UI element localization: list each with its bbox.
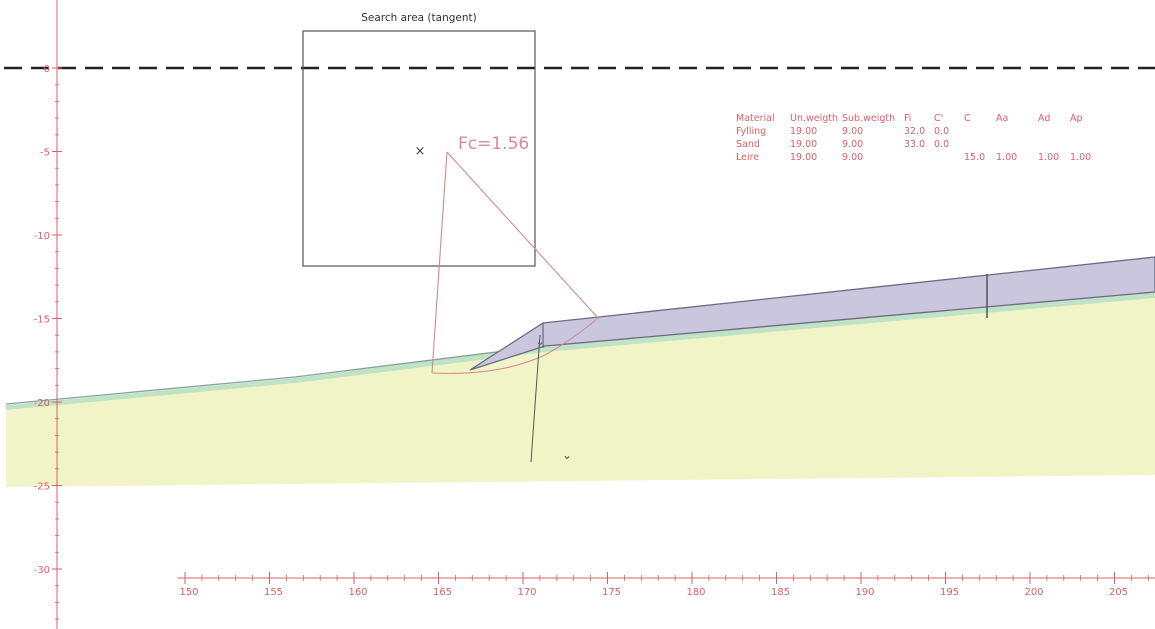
table-cell: Leire — [736, 152, 759, 163]
marker-arrow-low: ⌄ — [562, 448, 572, 462]
x-tick-label: 165 — [433, 587, 452, 598]
table-cell: 1.00 — [996, 152, 1017, 163]
x-axis-ticks: 150 155 160 165 170 175 180 185 190 195 200 205 — [179, 572, 1149, 598]
table-cell: 19.00 — [790, 126, 817, 137]
table-cell: 9.00 — [842, 139, 863, 150]
fill-embankment — [469, 256, 1155, 371]
table-cell: 1.00 — [1038, 152, 1059, 163]
x-tick-label: 195 — [940, 587, 959, 598]
clay-layer — [6, 298, 1155, 487]
y-tick-label: 0 — [44, 64, 50, 75]
table-header-cell: Fi — [904, 113, 911, 124]
sand-layer-top — [5, 376, 296, 405]
x-tick-label: 155 — [264, 587, 283, 598]
table-header-cell: C' — [934, 113, 943, 124]
table-cell: Fylling — [736, 126, 766, 137]
slip-surface — [431, 151, 599, 374]
material-table: Material Un.weigth Sub.weigth Fi C' C Aa Ad Ap Fy… — [736, 113, 1091, 163]
table-cell: 9.00 — [842, 126, 863, 137]
table-header-cell: Sub.weigth — [842, 113, 895, 124]
table-cell: 33.0 — [904, 139, 925, 150]
x-tick-label: 180 — [686, 587, 705, 598]
table-header-cell: Ap — [1070, 113, 1083, 124]
y-tick-label: -25 — [34, 482, 50, 493]
x-tick-label: 205 — [1109, 587, 1128, 598]
table-cell: 19.00 — [790, 152, 817, 163]
table-header-cell: C — [964, 113, 971, 124]
table-header-cell: Un.weigth — [790, 113, 838, 124]
y-tick-label: -5 — [40, 148, 50, 159]
x-tick-label: 170 — [517, 587, 536, 598]
x-tick-label: 160 — [348, 587, 367, 598]
x-tick-label: 175 — [602, 587, 621, 598]
y-tick-label: -15 — [34, 315, 50, 326]
table-cell: 9.00 — [842, 152, 863, 163]
table-cell: Sand — [736, 139, 760, 150]
table-cell: 1.00 — [1070, 152, 1091, 163]
y-axis-ticks: 0 -5 -10 -15 -20 -25 -30 — [34, 64, 62, 620]
measurement-marker — [530, 334, 541, 463]
table-header-cell: Ad — [1038, 113, 1050, 124]
y-tick-label: -10 — [34, 231, 50, 242]
x-tick-label: 200 — [1024, 587, 1043, 598]
search-area-box — [302, 30, 536, 267]
x-tick-label: 185 — [771, 587, 790, 598]
x-tick-label: 150 — [179, 587, 198, 598]
factor-of-safety-label: Fc=1.56 — [458, 134, 529, 154]
marker-arrow: ⌄ — [535, 335, 544, 348]
table-header-cell: Material — [736, 113, 775, 124]
table-cell: 0.0 — [934, 126, 949, 137]
table-cell: 0.0 — [934, 139, 949, 150]
x-tick-label: 190 — [855, 587, 874, 598]
center-cross: × — [415, 144, 426, 159]
y-tick-label: -20 — [34, 398, 50, 409]
y-tick-label: -30 — [34, 565, 50, 576]
table-cell: 32.0 — [904, 126, 925, 137]
search-area-title: Search area (tangent) — [361, 12, 476, 24]
sand-layer — [6, 292, 1155, 410]
table-header-cell: Aa — [996, 113, 1008, 124]
table-cell: 15.0 — [964, 152, 985, 163]
table-cell: 19.00 — [790, 139, 817, 150]
